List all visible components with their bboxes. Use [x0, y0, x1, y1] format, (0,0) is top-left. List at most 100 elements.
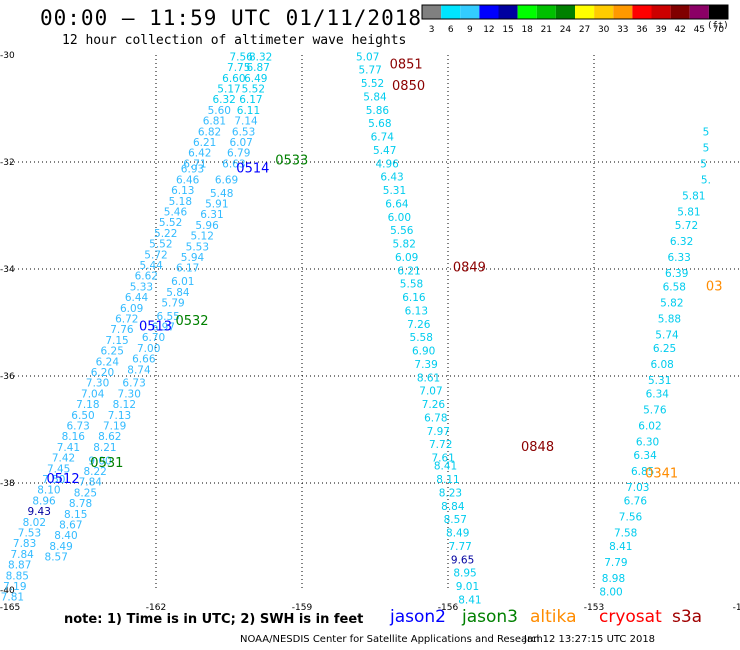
wave-height-label: 9.00 — [88, 455, 111, 467]
x-tick-label: -153 — [584, 603, 604, 613]
colorbar-frame — [421, 4, 729, 20]
x-tick-label: -159 — [292, 603, 313, 613]
wave-height-label: 6.53 — [232, 126, 255, 138]
colorbar-label: 18 — [521, 25, 533, 35]
colorbar-label: 45 — [694, 25, 705, 35]
wave-height-label: 7.72 — [429, 439, 452, 451]
wave-height-label: 5.79 — [161, 297, 184, 309]
wave-height-label: 5.88 — [658, 314, 681, 326]
colorbar-label: 27 — [579, 25, 590, 35]
wave-height-label: 7.75 — [227, 62, 250, 74]
wave-height-label: 6.34 — [633, 450, 657, 462]
wave-height-label: 5.52 — [159, 217, 182, 229]
wave-height-label: 8.96 — [32, 495, 56, 507]
wave-height-label: 5.74 — [655, 330, 679, 342]
wave-height-label: 8.95 — [453, 568, 476, 580]
x-tick-label: -156 — [438, 603, 459, 613]
wave-height-label: 5.31 — [383, 185, 406, 197]
wave-height-label: 8.22 — [83, 466, 106, 478]
colorbar-label: 21 — [541, 25, 552, 35]
wave-height-label: 6.60 — [222, 73, 245, 85]
wave-height-label: 6.90 — [412, 346, 435, 358]
wave-height-label: 7.97 — [427, 426, 450, 438]
colorbar-swatch — [708, 5, 728, 19]
wave-height-label: 7.26 — [407, 319, 431, 331]
wave-height-label: 6.17 — [176, 263, 199, 275]
colorbar-swatch — [536, 5, 556, 19]
wave-height-label: 6.81 — [203, 116, 226, 128]
wave-height-label: 6.42 — [188, 148, 211, 160]
pass-time-label: 0851 — [390, 57, 423, 72]
pass-time-label: 0512 — [47, 472, 80, 487]
wave-height-label: 8.57 — [444, 514, 467, 526]
wave-height-label: 6.79 — [227, 148, 250, 160]
colorbar-label: 9 — [467, 25, 473, 35]
colorbar-swatch — [613, 5, 633, 19]
wave-height-label: 6.73 — [66, 421, 89, 433]
wave-height-label: 5.68 — [368, 118, 391, 130]
colorbar-swatch — [517, 5, 537, 19]
wave-height-label: 5.07 — [356, 51, 379, 63]
colorbar-swatch — [555, 5, 575, 19]
wave-height-label: 5.81 — [677, 207, 700, 219]
wave-height-label: 7.84 — [10, 549, 34, 561]
colorbar-swatch — [651, 5, 671, 19]
wave-height-label: 7.14 — [234, 116, 258, 128]
colorbar-label: 6 — [448, 25, 454, 35]
wave-height-label: 7.30 — [86, 378, 109, 390]
wave-height-label: 7.39 — [414, 359, 437, 371]
wave-height-label: 6.73 — [122, 378, 145, 390]
wave-height-label: 5.96 — [195, 220, 219, 232]
wave-height-label: 6.69 — [215, 174, 238, 186]
wave-height-label: 5.52 — [149, 239, 172, 251]
colorbar-swatch — [441, 5, 461, 19]
wave-height-label: 5.48 — [210, 188, 233, 200]
wave-height-label: 6.64 — [385, 198, 409, 210]
colorbar-swatch — [689, 5, 709, 19]
wave-height-label: 5.52 — [242, 83, 265, 95]
wave-height-label: 6.34 — [646, 388, 670, 400]
wave-height-label: 7.56 — [619, 511, 643, 523]
wave-height-label: 6.21 — [193, 137, 216, 149]
wave-height-label: 8.25 — [74, 487, 97, 499]
wave-height-label: 7.83 — [13, 538, 36, 550]
colorbar-swatch — [594, 5, 614, 19]
wave-height-label: 5.47 — [373, 145, 396, 157]
wave-height-label: 6.76 — [624, 495, 648, 507]
x-tick-label: -165 — [0, 603, 20, 613]
wave-height-label: 5.22 — [154, 228, 177, 240]
x-tick-label: -15 — [733, 603, 740, 613]
wave-height-label: 5.72 — [144, 249, 167, 261]
wave-height-label: 9.43 — [28, 506, 51, 518]
wave-height-label: 6.78 — [424, 412, 447, 424]
wave-height-label: 6.87 — [247, 62, 270, 74]
wave-height-label: 7.84 — [79, 477, 103, 489]
wave-height-label: 6.21 — [397, 265, 420, 277]
wave-height-label: 5 — [703, 142, 710, 154]
wave-height-label: 6.11 — [237, 105, 260, 117]
wave-height-label: 8.11 — [436, 474, 459, 486]
wave-height-label: 6.31 — [200, 209, 223, 221]
wave-height-label: 8.00 — [599, 586, 622, 598]
wave-height-label: 7.26 — [422, 399, 446, 411]
wave-height-label: 6.09 — [120, 303, 143, 315]
colorbar: 3 6 9 12 15 18 21 24 27 30 33 36 39 42 45 70 — [421, 4, 729, 35]
wave-height-label: 5.53 — [186, 241, 209, 253]
wave-height-label: 7.30 — [118, 388, 141, 400]
wave-height-label: 5.82 — [393, 239, 416, 251]
wave-height-label: 7.13 — [108, 410, 131, 422]
grid-lines — [10, 55, 740, 590]
wave-height-label: 7.19 — [103, 421, 126, 433]
wave-height-label: 6.39 — [665, 268, 688, 280]
wave-height-label: 8.84 — [441, 501, 465, 513]
wave-height-label: 6.09 — [395, 252, 418, 264]
wave-height-label: 7.50 — [42, 474, 65, 486]
wave-height-label: 6.43 — [380, 172, 403, 184]
wave-height-label: 8.02 — [23, 517, 46, 529]
colorbar-swatch — [479, 5, 499, 19]
y-tick-label: -38 — [0, 479, 15, 489]
wave-height-label: 7.56 — [229, 51, 253, 63]
wave-height-label: 7.45 — [47, 463, 70, 475]
axis-ticks: -165 -162 -159 -156 -153 -15 -30 -32 -34 -36 -38 -4… — [0, 51, 740, 613]
wave-height-label: 7.61 — [431, 453, 454, 465]
